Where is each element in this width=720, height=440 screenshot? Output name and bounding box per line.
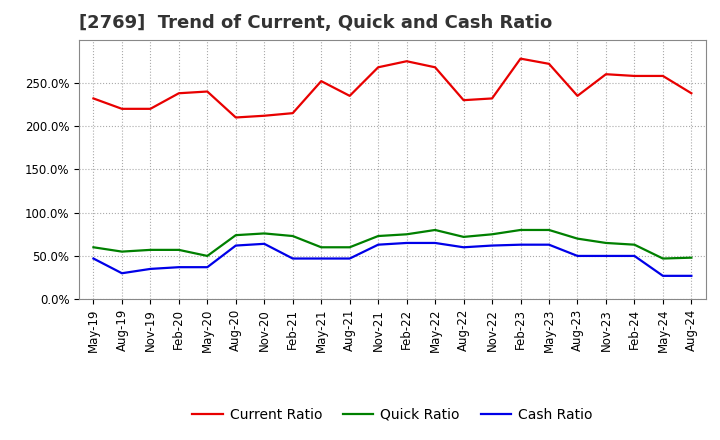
Quick Ratio bbox=[260, 231, 269, 236]
Cash Ratio bbox=[487, 243, 496, 248]
Current Ratio bbox=[374, 65, 382, 70]
Current Ratio bbox=[431, 65, 439, 70]
Cash Ratio bbox=[346, 256, 354, 261]
Quick Ratio bbox=[117, 249, 126, 254]
Current Ratio bbox=[573, 93, 582, 99]
Current Ratio bbox=[487, 96, 496, 101]
Cash Ratio bbox=[545, 242, 554, 247]
Quick Ratio bbox=[317, 245, 325, 250]
Quick Ratio bbox=[630, 242, 639, 247]
Cash Ratio bbox=[117, 271, 126, 276]
Quick Ratio bbox=[516, 227, 525, 233]
Quick Ratio bbox=[659, 256, 667, 261]
Current Ratio bbox=[346, 93, 354, 99]
Cash Ratio bbox=[573, 253, 582, 259]
Cash Ratio bbox=[687, 273, 696, 279]
Cash Ratio bbox=[374, 242, 382, 247]
Line: Current Ratio: Current Ratio bbox=[94, 59, 691, 117]
Current Ratio bbox=[174, 91, 183, 96]
Quick Ratio bbox=[431, 227, 439, 233]
Current Ratio bbox=[687, 91, 696, 96]
Current Ratio bbox=[402, 59, 411, 64]
Cash Ratio bbox=[659, 273, 667, 279]
Quick Ratio bbox=[487, 231, 496, 237]
Quick Ratio bbox=[232, 232, 240, 238]
Cash Ratio bbox=[431, 240, 439, 246]
Quick Ratio bbox=[687, 255, 696, 260]
Current Ratio bbox=[203, 89, 212, 94]
Cash Ratio bbox=[602, 253, 611, 259]
Quick Ratio bbox=[545, 227, 554, 233]
Line: Cash Ratio: Cash Ratio bbox=[94, 243, 691, 276]
Current Ratio bbox=[630, 73, 639, 79]
Quick Ratio bbox=[374, 233, 382, 238]
Cash Ratio bbox=[402, 240, 411, 246]
Quick Ratio bbox=[203, 253, 212, 259]
Cash Ratio bbox=[289, 256, 297, 261]
Cash Ratio bbox=[630, 253, 639, 259]
Current Ratio bbox=[117, 106, 126, 111]
Legend: Current Ratio, Quick Ratio, Cash Ratio: Current Ratio, Quick Ratio, Cash Ratio bbox=[186, 402, 598, 427]
Current Ratio bbox=[459, 98, 468, 103]
Cash Ratio bbox=[516, 242, 525, 247]
Current Ratio bbox=[602, 72, 611, 77]
Current Ratio bbox=[260, 113, 269, 118]
Quick Ratio bbox=[289, 233, 297, 238]
Quick Ratio bbox=[146, 247, 155, 253]
Cash Ratio bbox=[174, 264, 183, 270]
Cash Ratio bbox=[459, 245, 468, 250]
Current Ratio bbox=[232, 115, 240, 120]
Current Ratio bbox=[146, 106, 155, 111]
Quick Ratio bbox=[402, 231, 411, 237]
Current Ratio bbox=[289, 110, 297, 116]
Current Ratio bbox=[516, 56, 525, 61]
Text: [2769]  Trend of Current, Quick and Cash Ratio: [2769] Trend of Current, Quick and Cash … bbox=[79, 15, 552, 33]
Cash Ratio bbox=[146, 266, 155, 271]
Current Ratio bbox=[659, 73, 667, 79]
Quick Ratio bbox=[573, 236, 582, 241]
Quick Ratio bbox=[346, 245, 354, 250]
Quick Ratio bbox=[602, 240, 611, 246]
Cash Ratio bbox=[89, 256, 98, 261]
Line: Quick Ratio: Quick Ratio bbox=[94, 230, 691, 259]
Cash Ratio bbox=[260, 241, 269, 246]
Cash Ratio bbox=[317, 256, 325, 261]
Cash Ratio bbox=[203, 264, 212, 270]
Current Ratio bbox=[89, 96, 98, 101]
Current Ratio bbox=[317, 78, 325, 84]
Quick Ratio bbox=[174, 247, 183, 253]
Current Ratio bbox=[545, 61, 554, 66]
Quick Ratio bbox=[459, 234, 468, 239]
Cash Ratio bbox=[232, 243, 240, 248]
Quick Ratio bbox=[89, 245, 98, 250]
